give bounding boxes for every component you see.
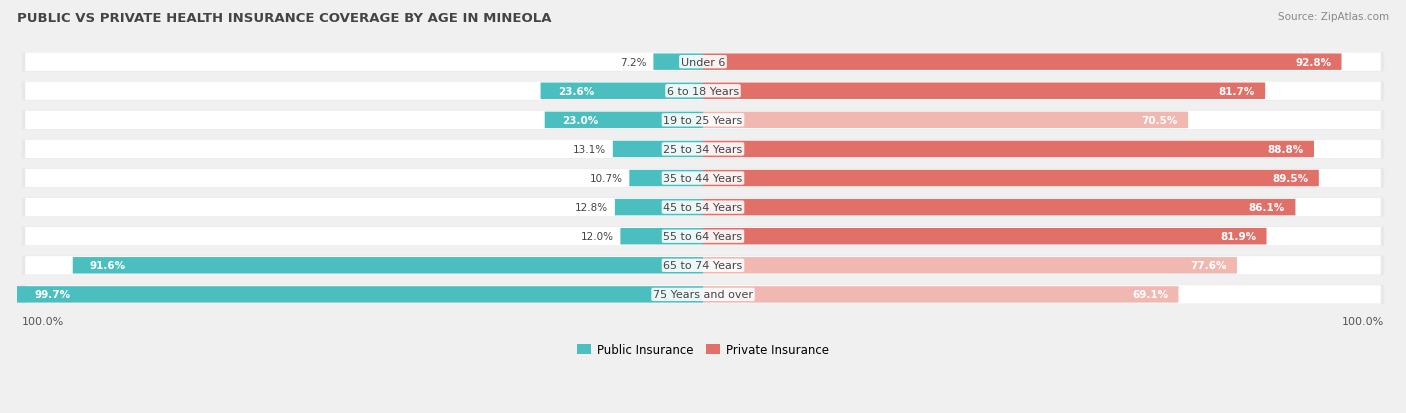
FancyBboxPatch shape <box>613 141 703 158</box>
Text: 12.8%: 12.8% <box>575 203 607 213</box>
FancyBboxPatch shape <box>703 287 1178 303</box>
Legend: Public Insurance, Private Insurance: Public Insurance, Private Insurance <box>572 338 834 361</box>
Text: 100.0%: 100.0% <box>1341 316 1384 326</box>
Text: 100.0%: 100.0% <box>22 316 65 326</box>
Text: 89.5%: 89.5% <box>1272 173 1309 184</box>
Text: 23.6%: 23.6% <box>558 87 595 97</box>
Text: 69.1%: 69.1% <box>1132 290 1168 300</box>
FancyBboxPatch shape <box>540 83 703 100</box>
FancyBboxPatch shape <box>21 82 1385 101</box>
FancyBboxPatch shape <box>73 257 703 274</box>
FancyBboxPatch shape <box>703 112 1188 129</box>
Text: 55 to 64 Years: 55 to 64 Years <box>664 232 742 242</box>
FancyBboxPatch shape <box>21 256 1385 275</box>
Text: 23.0%: 23.0% <box>562 116 598 126</box>
FancyBboxPatch shape <box>21 285 1385 304</box>
FancyBboxPatch shape <box>21 227 1385 246</box>
FancyBboxPatch shape <box>620 228 703 245</box>
FancyBboxPatch shape <box>21 53 1385 72</box>
Text: 65 to 74 Years: 65 to 74 Years <box>664 261 742 271</box>
Text: 10.7%: 10.7% <box>589 173 623 184</box>
Text: 6 to 18 Years: 6 to 18 Years <box>666 87 740 97</box>
FancyBboxPatch shape <box>614 199 703 216</box>
Text: 81.7%: 81.7% <box>1219 87 1254 97</box>
FancyBboxPatch shape <box>21 111 1385 130</box>
Text: 75 Years and over: 75 Years and over <box>652 290 754 300</box>
Text: 35 to 44 Years: 35 to 44 Years <box>664 173 742 184</box>
Text: 86.1%: 86.1% <box>1249 203 1285 213</box>
FancyBboxPatch shape <box>25 53 1381 71</box>
FancyBboxPatch shape <box>630 171 703 187</box>
FancyBboxPatch shape <box>21 169 1385 188</box>
FancyBboxPatch shape <box>703 54 1341 71</box>
FancyBboxPatch shape <box>25 228 1381 246</box>
Text: 77.6%: 77.6% <box>1189 261 1226 271</box>
FancyBboxPatch shape <box>703 141 1315 158</box>
FancyBboxPatch shape <box>703 228 1267 245</box>
FancyBboxPatch shape <box>703 199 1295 216</box>
Text: 25 to 34 Years: 25 to 34 Years <box>664 145 742 154</box>
FancyBboxPatch shape <box>25 256 1381 275</box>
FancyBboxPatch shape <box>25 169 1381 188</box>
Text: 7.2%: 7.2% <box>620 57 647 67</box>
Text: PUBLIC VS PRIVATE HEALTH INSURANCE COVERAGE BY AGE IN MINEOLA: PUBLIC VS PRIVATE HEALTH INSURANCE COVER… <box>17 12 551 25</box>
Text: 12.0%: 12.0% <box>581 232 613 242</box>
Text: 45 to 54 Years: 45 to 54 Years <box>664 203 742 213</box>
Text: Under 6: Under 6 <box>681 57 725 67</box>
FancyBboxPatch shape <box>25 285 1381 304</box>
Text: 13.1%: 13.1% <box>572 145 606 154</box>
FancyBboxPatch shape <box>21 140 1385 159</box>
Text: 70.5%: 70.5% <box>1142 116 1178 126</box>
Text: 92.8%: 92.8% <box>1295 57 1331 67</box>
FancyBboxPatch shape <box>703 257 1237 274</box>
FancyBboxPatch shape <box>25 112 1381 130</box>
Text: 81.9%: 81.9% <box>1220 232 1256 242</box>
FancyBboxPatch shape <box>654 54 703 71</box>
FancyBboxPatch shape <box>17 287 703 303</box>
FancyBboxPatch shape <box>25 140 1381 159</box>
Text: 88.8%: 88.8% <box>1267 145 1303 154</box>
FancyBboxPatch shape <box>703 83 1265 100</box>
FancyBboxPatch shape <box>703 171 1319 187</box>
FancyBboxPatch shape <box>25 82 1381 101</box>
Text: 99.7%: 99.7% <box>34 290 70 300</box>
Text: 91.6%: 91.6% <box>90 261 127 271</box>
Text: 19 to 25 Years: 19 to 25 Years <box>664 116 742 126</box>
FancyBboxPatch shape <box>21 198 1385 217</box>
FancyBboxPatch shape <box>544 112 703 129</box>
FancyBboxPatch shape <box>25 199 1381 217</box>
Text: Source: ZipAtlas.com: Source: ZipAtlas.com <box>1278 12 1389 22</box>
